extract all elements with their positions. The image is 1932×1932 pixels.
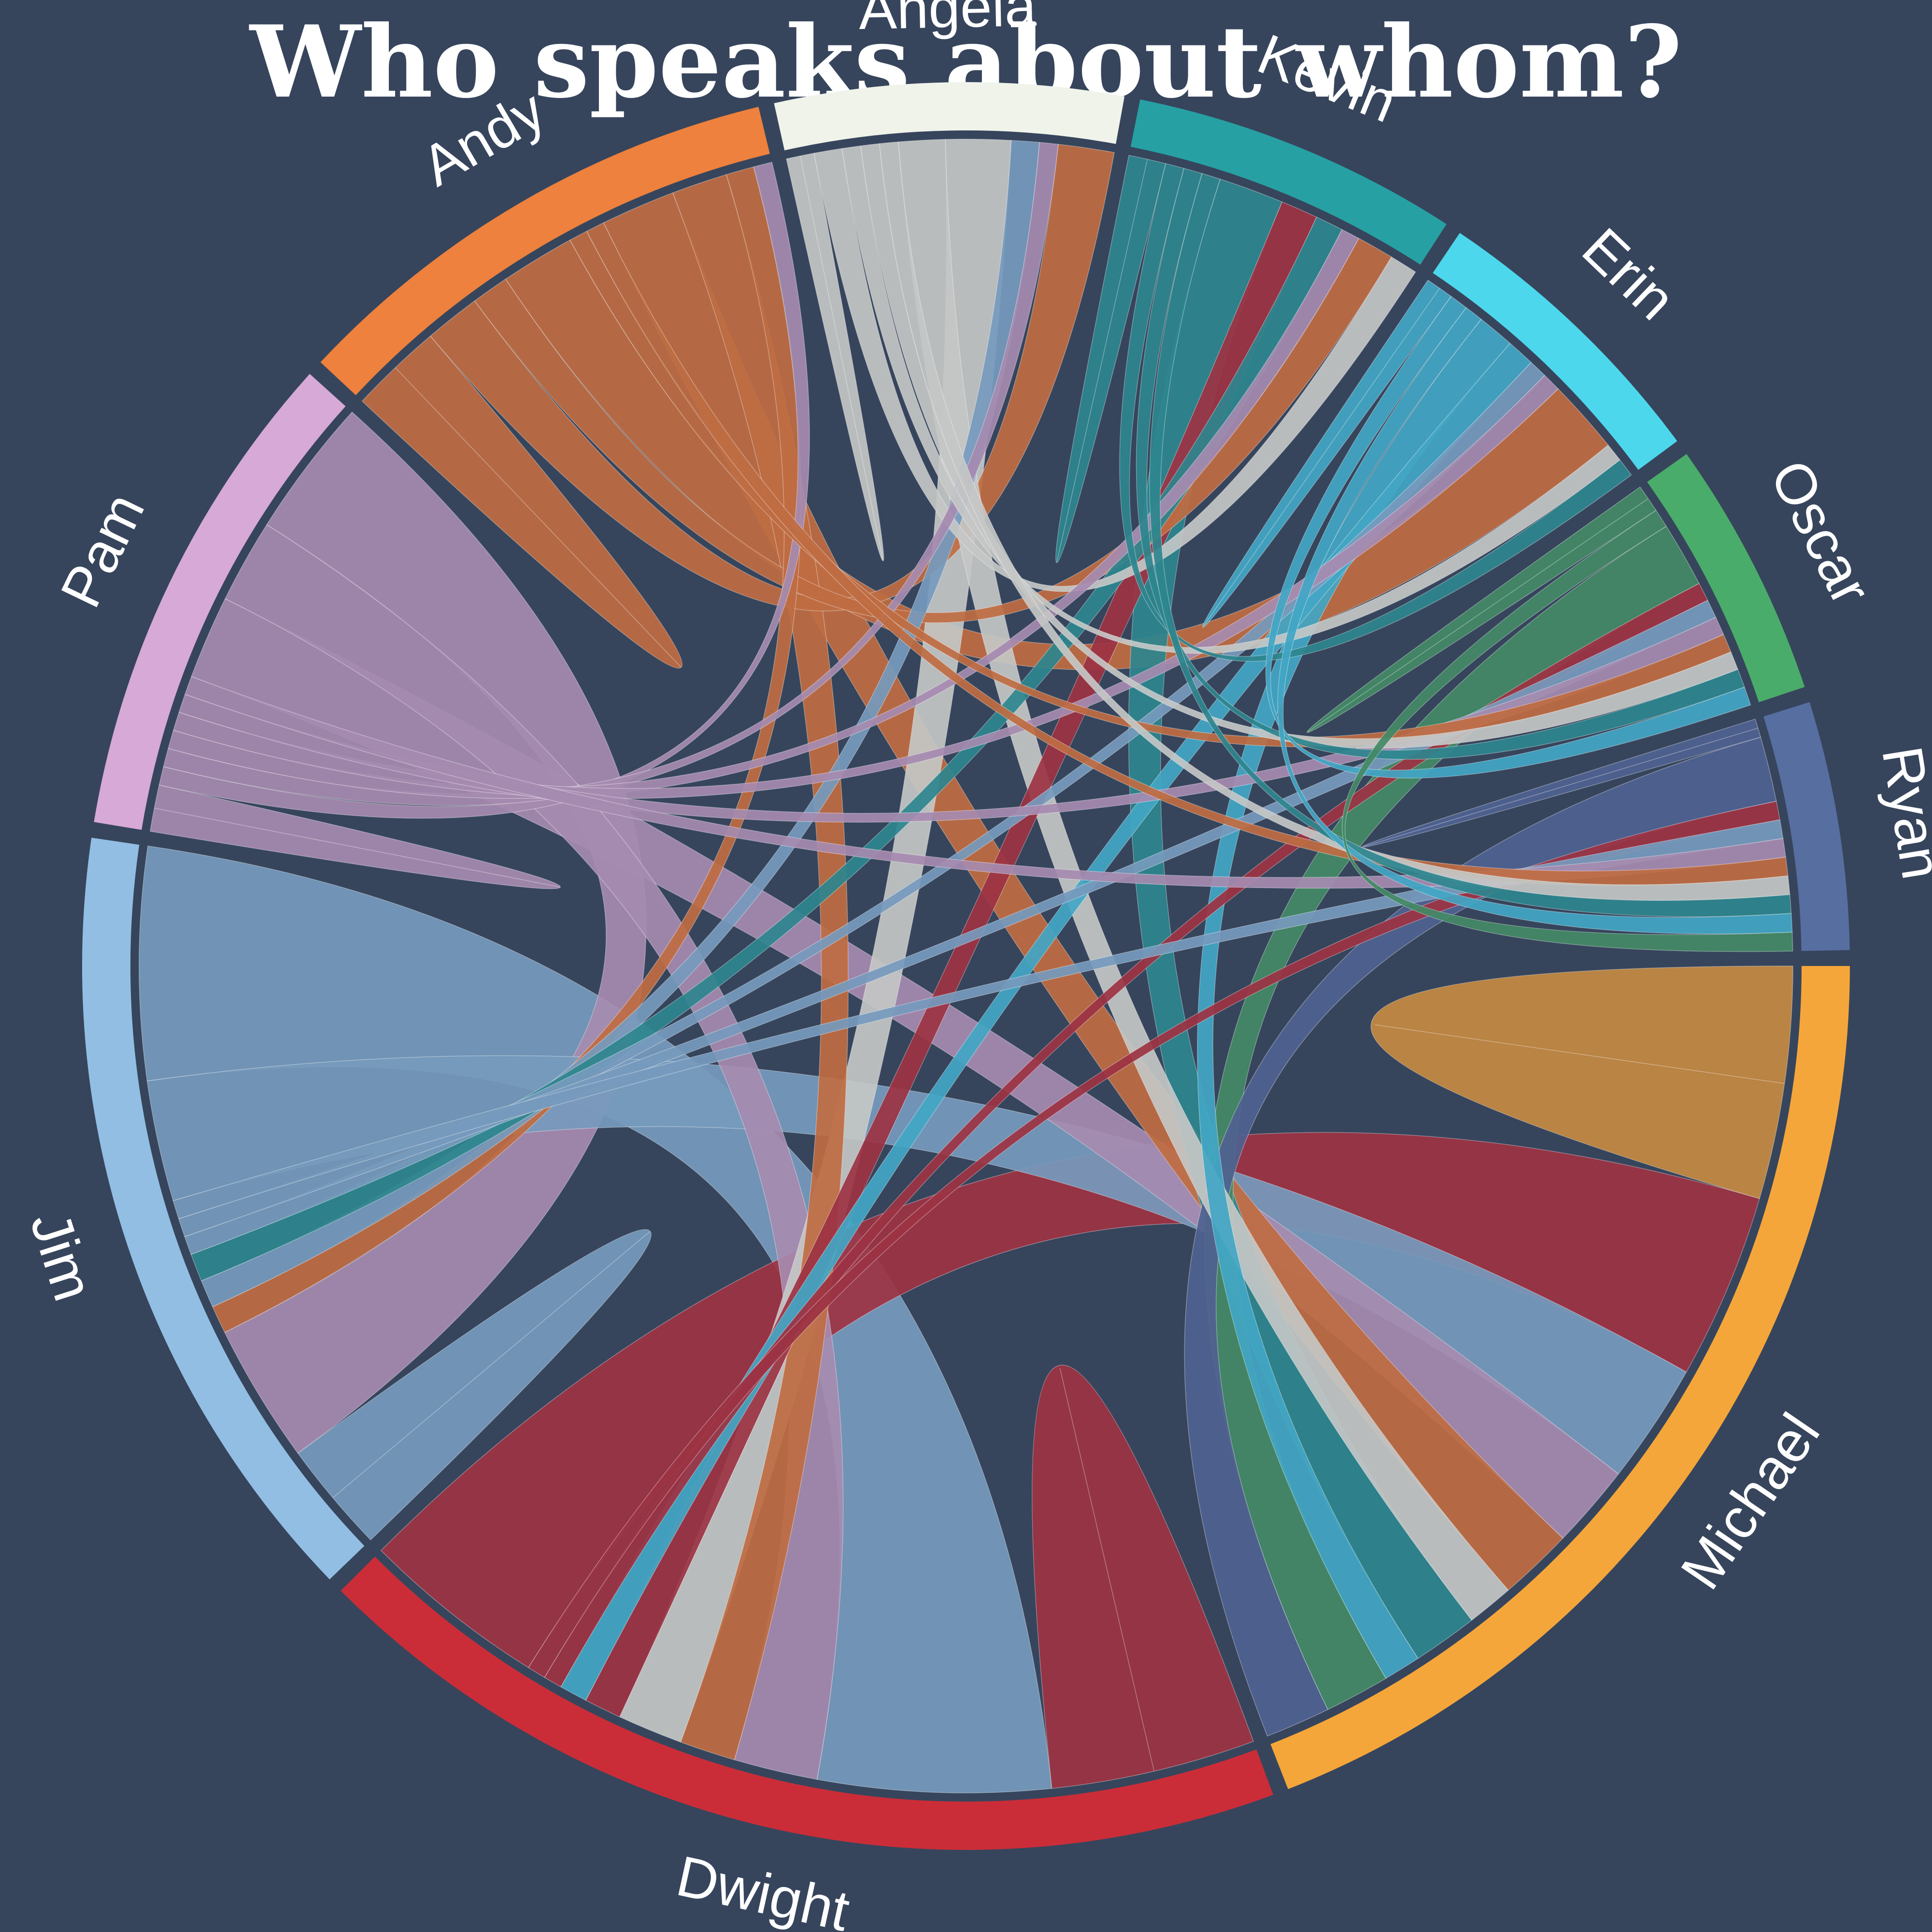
ribbon-dwight-kevin (585, 201, 1317, 1718)
group-arc-jim (82, 838, 365, 1579)
ribbon-michael-erin (1197, 318, 1511, 1679)
ribbons-layer (139, 139, 1793, 1793)
ribbon-pam-pam (150, 784, 561, 889)
ribbon-andy-angela (429, 143, 1115, 611)
ribbon-michael-michael (1370, 966, 1793, 1199)
ribbon-dwight-dwight (1032, 1364, 1254, 1789)
group-label-erin: Erin (1570, 216, 1688, 332)
group-arcs-layer (82, 82, 1850, 1850)
ribbon-pam-ryan (185, 676, 1786, 889)
ribbon-erin-ryan (1277, 307, 1793, 935)
ribbon-andy-andy (361, 335, 683, 669)
group-arc-ryan (1763, 702, 1850, 951)
ribbon-oscar-oscar (1307, 486, 1657, 733)
ribbon-pam-oscar (178, 617, 1724, 823)
group-arc-angela (774, 82, 1125, 151)
ribbon-ryan-ryan (1362, 718, 1762, 848)
group-arc-oscar (1647, 454, 1805, 702)
ribbon-angela-ryan (879, 141, 1790, 901)
group-label-pam: Pam (49, 483, 157, 617)
ribbon-jim-kevin (190, 216, 1343, 1281)
ribbon-angela-erin (841, 145, 1620, 654)
ribbon-kevin-oscar (1136, 168, 1745, 760)
ribbon-angela-angela (786, 153, 884, 562)
ribbon-kevin-kevin (1055, 155, 1166, 563)
group-arc-pam (94, 374, 346, 830)
ribbon-kevin-ryan (1149, 173, 1792, 917)
group-label-ryan: Ryan (1870, 742, 1932, 883)
ribbon-andy-ryan (586, 222, 1789, 886)
ribbon-dwight-oscar (544, 583, 1708, 1688)
ribbon-erin-erin (1202, 280, 1452, 628)
ribbon-kevin-erin (1119, 163, 1632, 662)
group-arc-dwight (341, 1556, 1274, 1850)
ribbon-jim-oscar (178, 599, 1717, 1237)
group-arc-michael (1270, 966, 1850, 1790)
ribbon-jim-erin (184, 362, 1546, 1255)
ribbon-erin-oscar (1265, 296, 1751, 779)
ribbon-dwight-erin (560, 342, 1532, 1701)
group-label-oscar: Oscar (1758, 450, 1883, 614)
group-arc-erin (1433, 233, 1677, 470)
group-arc-andy (320, 107, 770, 396)
ribbon-oscar-ryan (1342, 510, 1793, 952)
ribbon-jim-jim (297, 1229, 652, 1541)
group-arc-kevin (1130, 99, 1447, 265)
ribbon-dwight-ryan (527, 801, 1780, 1678)
ribbon-pam-erin (173, 375, 1559, 799)
group-label-angela: Angela (858, 0, 1037, 42)
group-label-jim: Jim (18, 1205, 106, 1308)
group-label-dwight: Dwight (671, 1844, 855, 1932)
ribbon-angela-kevin (813, 148, 1416, 592)
